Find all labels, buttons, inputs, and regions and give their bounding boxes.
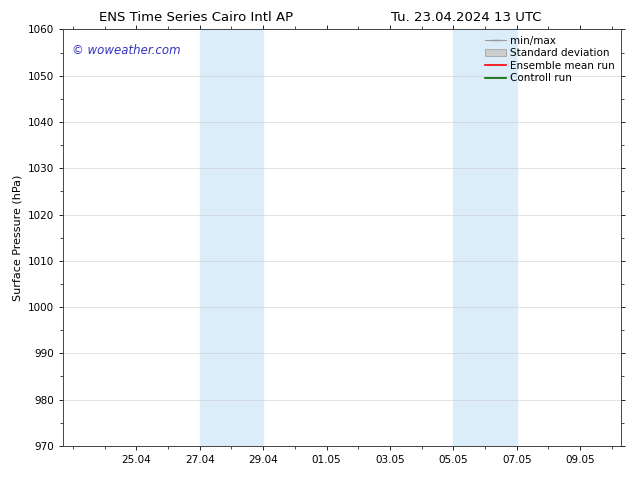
Text: © woweather.com: © woweather.com bbox=[72, 44, 181, 57]
Y-axis label: Surface Pressure (hPa): Surface Pressure (hPa) bbox=[13, 174, 23, 301]
Text: ENS Time Series Cairo Intl AP: ENS Time Series Cairo Intl AP bbox=[100, 11, 294, 24]
Legend: min/max, Standard deviation, Ensemble mean run, Controll run: min/max, Standard deviation, Ensemble me… bbox=[481, 31, 619, 88]
Text: Tu. 23.04.2024 13 UTC: Tu. 23.04.2024 13 UTC bbox=[391, 11, 541, 24]
Bar bbox=[200, 29, 263, 446]
Bar bbox=[453, 29, 517, 446]
